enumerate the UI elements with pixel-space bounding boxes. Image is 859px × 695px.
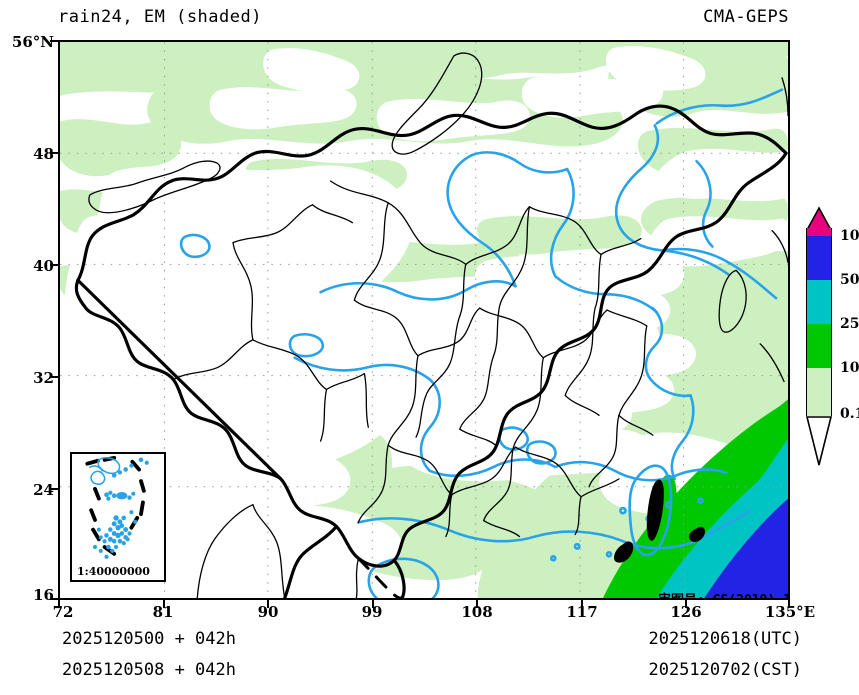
colorbar-segment-0.1-10[interactable]	[806, 368, 832, 416]
y-tick-label-32: 32	[33, 369, 54, 387]
colorbar-label-0.1: 0.1	[840, 406, 859, 422]
chart-title-left: rain24, EM (shaded)	[58, 7, 262, 27]
y-tick-mark	[50, 376, 58, 378]
y-tick-label-16: 16	[33, 586, 54, 604]
y-tick-mark	[50, 488, 58, 490]
colorbar-label-50: 50	[840, 272, 859, 288]
dashed-boundary-south	[356, 556, 402, 598]
x-tick-mark	[476, 600, 478, 608]
chart-title-right: CMA-GEPS	[703, 7, 789, 27]
map-canvas	[60, 42, 788, 598]
precip-band-50-100	[704, 484, 788, 598]
x-tick-mark	[685, 600, 687, 608]
map-approval-number: 审图号: GS(2019) 1786	[658, 593, 788, 598]
y-tick-mark	[50, 152, 58, 154]
x-tick-label-90: 90	[257, 603, 279, 621]
map-plot-area[interactable]: 1:40000000 审图号: GS(2019) 1786 1:20000000	[58, 40, 790, 600]
precipitation-colorbar[interactable]: 100 50 25 10 0.1	[806, 206, 859, 466]
y-tick-mark	[50, 40, 58, 42]
y-tick-label-24: 24	[33, 481, 54, 499]
x-tick-label-99: 99	[361, 603, 383, 621]
y-axis: 56°N 48 40 32 24 16	[0, 0, 54, 695]
footer-init-time-cst: 2025120508 + 042h	[62, 660, 236, 680]
colorbar-label-10: 10	[840, 360, 859, 376]
colorbar-label-25: 25	[840, 316, 859, 332]
x-tick-label-72: 72	[52, 603, 74, 621]
x-tick-label-108: 108	[461, 603, 493, 621]
x-tick-mark	[58, 600, 60, 608]
x-tick-mark	[788, 600, 790, 608]
x-tick-label-135: 135°E	[764, 603, 816, 621]
footer-valid-time-cst: 2025120702(CST)	[648, 660, 802, 680]
colorbar-segment-gt100[interactable]	[806, 228, 832, 236]
footer-init-time-utc: 2025120500 + 042h	[62, 629, 236, 649]
colorbar-segment-10-25[interactable]	[806, 324, 832, 368]
footer-valid-time-utc: 2025120618(UTC)	[648, 629, 802, 649]
inset-canvas	[85, 455, 149, 559]
colorbar-segment-50-100[interactable]	[806, 236, 832, 280]
x-tick-mark	[267, 600, 269, 608]
map-approval-note: 审图号: GS(2019) 1786 1:20000000	[658, 593, 788, 598]
islands-outline	[614, 479, 705, 563]
inset-scale-label: 1:40000000	[77, 565, 150, 578]
y-tick-label-56: 56°N	[11, 33, 54, 51]
x-tick-label-117: 117	[566, 603, 598, 621]
colorbar-segment-25-50[interactable]	[806, 280, 832, 324]
y-tick-mark	[50, 598, 58, 600]
x-tick-label-81: 81	[152, 603, 174, 621]
south-china-sea-inset[interactable]: 1:40000000	[70, 452, 166, 582]
y-tick-label-48: 48	[33, 145, 54, 163]
y-tick-label-40: 40	[33, 257, 54, 275]
y-tick-mark	[50, 264, 58, 266]
x-tick-label-126: 126	[670, 603, 702, 621]
x-tick-mark	[372, 600, 374, 608]
colorbar-arrow-bottom	[806, 416, 832, 466]
administrative-boundaries	[88, 52, 788, 598]
colorbar-label-100: 100	[840, 228, 859, 244]
x-tick-mark	[581, 600, 583, 608]
x-tick-mark	[163, 600, 165, 608]
